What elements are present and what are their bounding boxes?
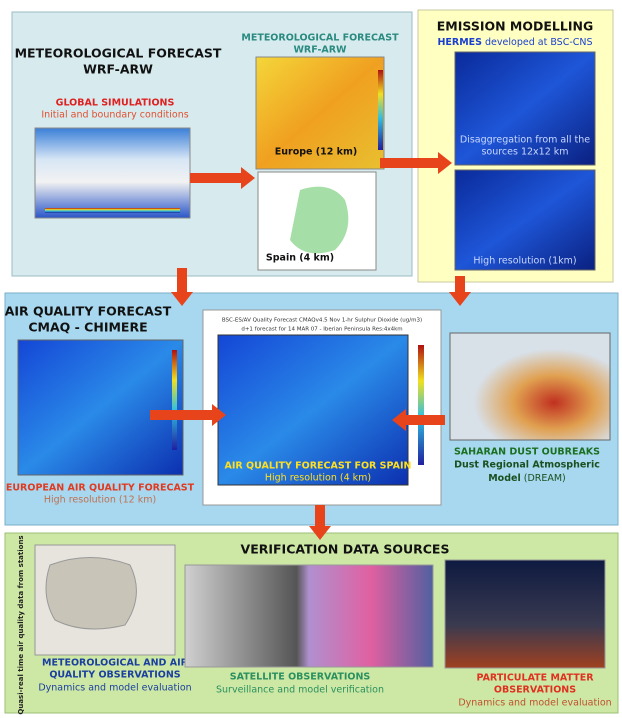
spain-aq-map: [217, 334, 409, 486]
dust-map: [449, 332, 611, 441]
caption: Disaggregation from all the: [460, 135, 590, 146]
caption-title: SAHARAN DUST OUBREAKS: [454, 447, 600, 458]
title: EMISSION MODELLING: [437, 19, 593, 34]
arrow: [380, 152, 452, 174]
caption: sources 12x12 km: [481, 147, 568, 158]
hermes-line: HERMES developed at BSC-CNS: [437, 37, 592, 48]
arrow: [171, 268, 193, 306]
title: METEOROLOGICAL FORECAST: [15, 46, 222, 61]
subtitle: CMAQ - CHIMERE: [28, 320, 147, 335]
title: AIR QUALITY FORECAST: [5, 304, 172, 319]
europe-label: Europe (12 km): [275, 147, 357, 158]
caption-title: AIR QUALITY FORECAST FOR SPAIN: [225, 461, 412, 472]
acronym: (DREAM): [524, 473, 566, 484]
colorbar: [378, 70, 383, 150]
emission-map: [454, 169, 596, 271]
arrow: [190, 167, 255, 189]
caption-title: EUROPEAN AIR QUALITY FORECAST: [6, 483, 195, 494]
colorbar: [172, 350, 177, 450]
map-subtitle: WRF-ARW: [293, 45, 347, 56]
subtitle: WRF-ARW: [83, 62, 153, 77]
emission-map: [454, 51, 596, 166]
caption: High resolution (1km): [473, 256, 576, 267]
colorbar: [418, 345, 424, 465]
caption: Dust Regional Atmospheric: [454, 460, 600, 471]
arrow: [309, 505, 331, 540]
model: Model: [488, 473, 520, 484]
caption: High resolution (12 km): [44, 495, 156, 506]
wind-field: [290, 186, 349, 254]
spain-label: Spain (4 km): [266, 253, 334, 264]
caption: Model (DREAM): [488, 473, 566, 484]
arrow: [150, 404, 226, 426]
caption: Dynamics and model evaluation: [458, 698, 611, 709]
side-note: Quasi-real time air quality data from st…: [17, 535, 25, 714]
caption: High resolution (4 km): [265, 473, 371, 484]
hermes: HERMES: [437, 37, 482, 48]
developed: developed at BSC-CNS: [485, 37, 593, 48]
caption-title: PARTICULATE MATTER: [476, 673, 594, 684]
arrow: [449, 276, 471, 306]
pm-map: [444, 559, 606, 669]
title: VERIFICATION DATA SOURCES: [241, 542, 450, 557]
europe-map: [255, 56, 385, 170]
caption: Dynamics and model evaluation: [38, 683, 191, 694]
caption-title: OBSERVATIONS: [494, 685, 576, 696]
colorbar: [45, 208, 180, 213]
plot-header: BSC-ES/AV Quality Forecast CMAQv4.5 Nov …: [222, 318, 422, 324]
caption: Surveillance and model verification: [216, 685, 384, 696]
world-map: [34, 127, 191, 219]
caption-title: SATELLITE OBSERVATIONS: [230, 672, 371, 683]
caption-title: QUALITY OBSERVATIONS: [49, 670, 180, 681]
europe-aq-map: [17, 339, 184, 476]
iberia-outline: [45, 557, 137, 630]
global-subtitle: Initial and boundary conditions: [41, 110, 188, 121]
global-title: GLOBAL SIMULATIONS: [56, 98, 175, 109]
plot-header: d+1 forecast for 14 MAR 07 - Iberian Pen…: [241, 327, 402, 333]
arrow: [392, 409, 445, 431]
map-title: METEOROLOGICAL FORECAST: [241, 33, 399, 44]
caption-title: METEOROLOGICAL AND AIR: [42, 658, 189, 669]
satellite-image: [184, 564, 434, 668]
